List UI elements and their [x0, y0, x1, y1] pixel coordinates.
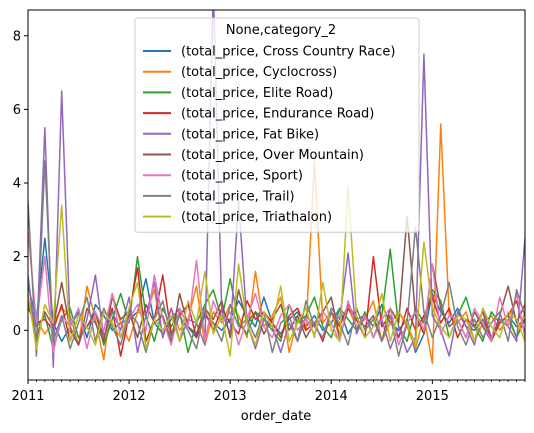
legend: None,category_2 (total_price, Cross Count… — [134, 17, 420, 233]
series-line-3 — [28, 255, 525, 357]
legend-label-4: (total_price, Fat Bike) — [181, 127, 319, 142]
legend-label-1: (total_price, Cyclocross) — [181, 65, 337, 80]
x-tick-label-1: 2012 — [113, 389, 146, 404]
x-tick-label-3: 2014 — [315, 389, 348, 404]
x-tick-label-2: 2013 — [214, 389, 247, 404]
x-tick-label-4: 2015 — [416, 389, 449, 404]
x-tick-label-0: 2011 — [11, 389, 44, 404]
x-axis: 2011 2012 2013 2014 2015 — [11, 380, 526, 404]
y-tick-label-1: 2 — [13, 250, 21, 265]
plot-frame — [27, 9, 526, 381]
y-tick-label-0: 0 — [13, 324, 21, 339]
legend-box — [134, 17, 420, 233]
legend-label-0: (total_price, Cross Country Race) — [181, 45, 395, 60]
y-tick-label-2: 4 — [13, 177, 21, 192]
series-layer — [28, 10, 525, 368]
legend-label-7: (total_price, Trail) — [181, 189, 295, 204]
series-line-8 — [28, 185, 525, 357]
legend-label-8: (total_price, Triathalon) — [181, 210, 332, 225]
y-tick-label-3: 6 — [13, 103, 21, 118]
x-axis-label: order_date — [241, 409, 311, 424]
legend-label-2: (total_price, Elite Road) — [181, 86, 333, 101]
series-line-7 — [28, 160, 525, 357]
series-line-6 — [28, 230, 525, 354]
legend-label-6: (total_price, Sport) — [181, 169, 303, 184]
legend-label-3: (total_price, Endurance Road) — [181, 107, 374, 122]
legend-title: None,category_2 — [226, 23, 336, 38]
legend-label-5: (total_price, Over Mountain) — [181, 148, 364, 163]
y-tick-label-4: 8 — [13, 29, 21, 44]
y-axis: 0 2 4 6 8 — [13, 29, 28, 339]
